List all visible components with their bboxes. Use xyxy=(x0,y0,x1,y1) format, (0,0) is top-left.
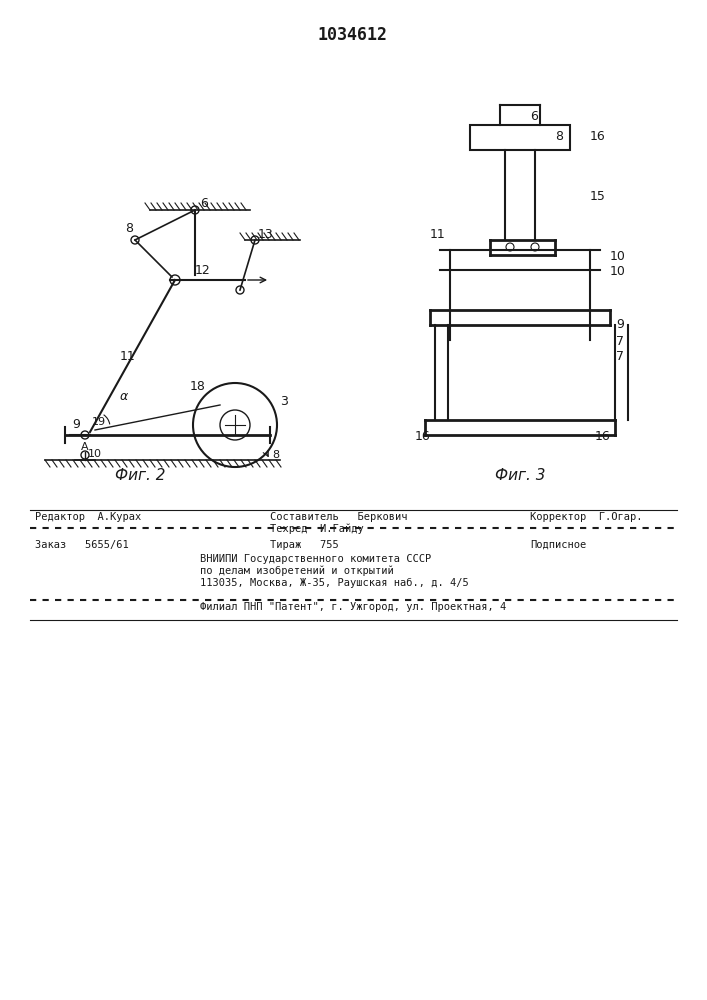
Text: 3: 3 xyxy=(280,395,288,408)
Text: 11: 11 xyxy=(120,350,136,363)
Text: Филиал ПНП "Патент", г. Ужгород, ул. Проектная, 4: Филиал ПНП "Патент", г. Ужгород, ул. Про… xyxy=(200,602,506,612)
Text: 7: 7 xyxy=(616,335,624,348)
Text: α: α xyxy=(120,390,128,403)
Text: 11: 11 xyxy=(430,228,445,241)
Text: A: A xyxy=(81,442,89,452)
Text: 6: 6 xyxy=(530,110,538,123)
Text: 9: 9 xyxy=(616,318,624,331)
Text: Тираж   755: Тираж 755 xyxy=(270,540,339,550)
Text: 8: 8 xyxy=(555,130,563,143)
Text: 6: 6 xyxy=(200,197,208,210)
Text: 15: 15 xyxy=(590,190,606,203)
Text: 18: 18 xyxy=(190,380,206,393)
Bar xyxy=(470,125,570,150)
Text: по делам изобретений и открытий: по делам изобретений и открытий xyxy=(200,566,394,576)
Text: 16: 16 xyxy=(595,430,611,443)
Text: 8: 8 xyxy=(272,450,279,460)
Text: 13: 13 xyxy=(258,228,274,241)
Text: Редактор  А.Курах: Редактор А.Курах xyxy=(35,512,141,522)
Text: 1034612: 1034612 xyxy=(318,26,388,44)
Text: Подписное: Подписное xyxy=(530,540,586,550)
Text: ВНИИПИ Государственного комитета СССР: ВНИИПИ Государственного комитета СССР xyxy=(200,554,431,564)
Text: 7: 7 xyxy=(616,350,624,363)
Text: 113035, Москва, Ж-35, Раушская наб., д. 4/5: 113035, Москва, Ж-35, Раушская наб., д. … xyxy=(200,578,469,588)
Text: Заказ   5655/61: Заказ 5655/61 xyxy=(35,540,129,550)
Text: 12: 12 xyxy=(195,264,211,277)
Text: Техред  И.Гайду: Техред И.Гайду xyxy=(270,524,363,534)
Text: Фиг. 2: Фиг. 2 xyxy=(115,468,165,483)
Text: 9: 9 xyxy=(72,418,80,431)
Text: 19: 19 xyxy=(92,417,106,427)
Text: 16: 16 xyxy=(415,430,431,443)
Text: Составитель   Беркович: Составитель Беркович xyxy=(270,512,407,522)
Text: 8: 8 xyxy=(125,222,133,235)
Text: 10: 10 xyxy=(610,265,626,278)
Text: 10: 10 xyxy=(88,449,102,459)
Text: Фиг. 3: Фиг. 3 xyxy=(495,468,545,483)
Text: 16: 16 xyxy=(590,130,606,143)
Text: Корректор  Г.Огар.: Корректор Г.Огар. xyxy=(530,512,643,522)
Text: 10: 10 xyxy=(610,250,626,263)
